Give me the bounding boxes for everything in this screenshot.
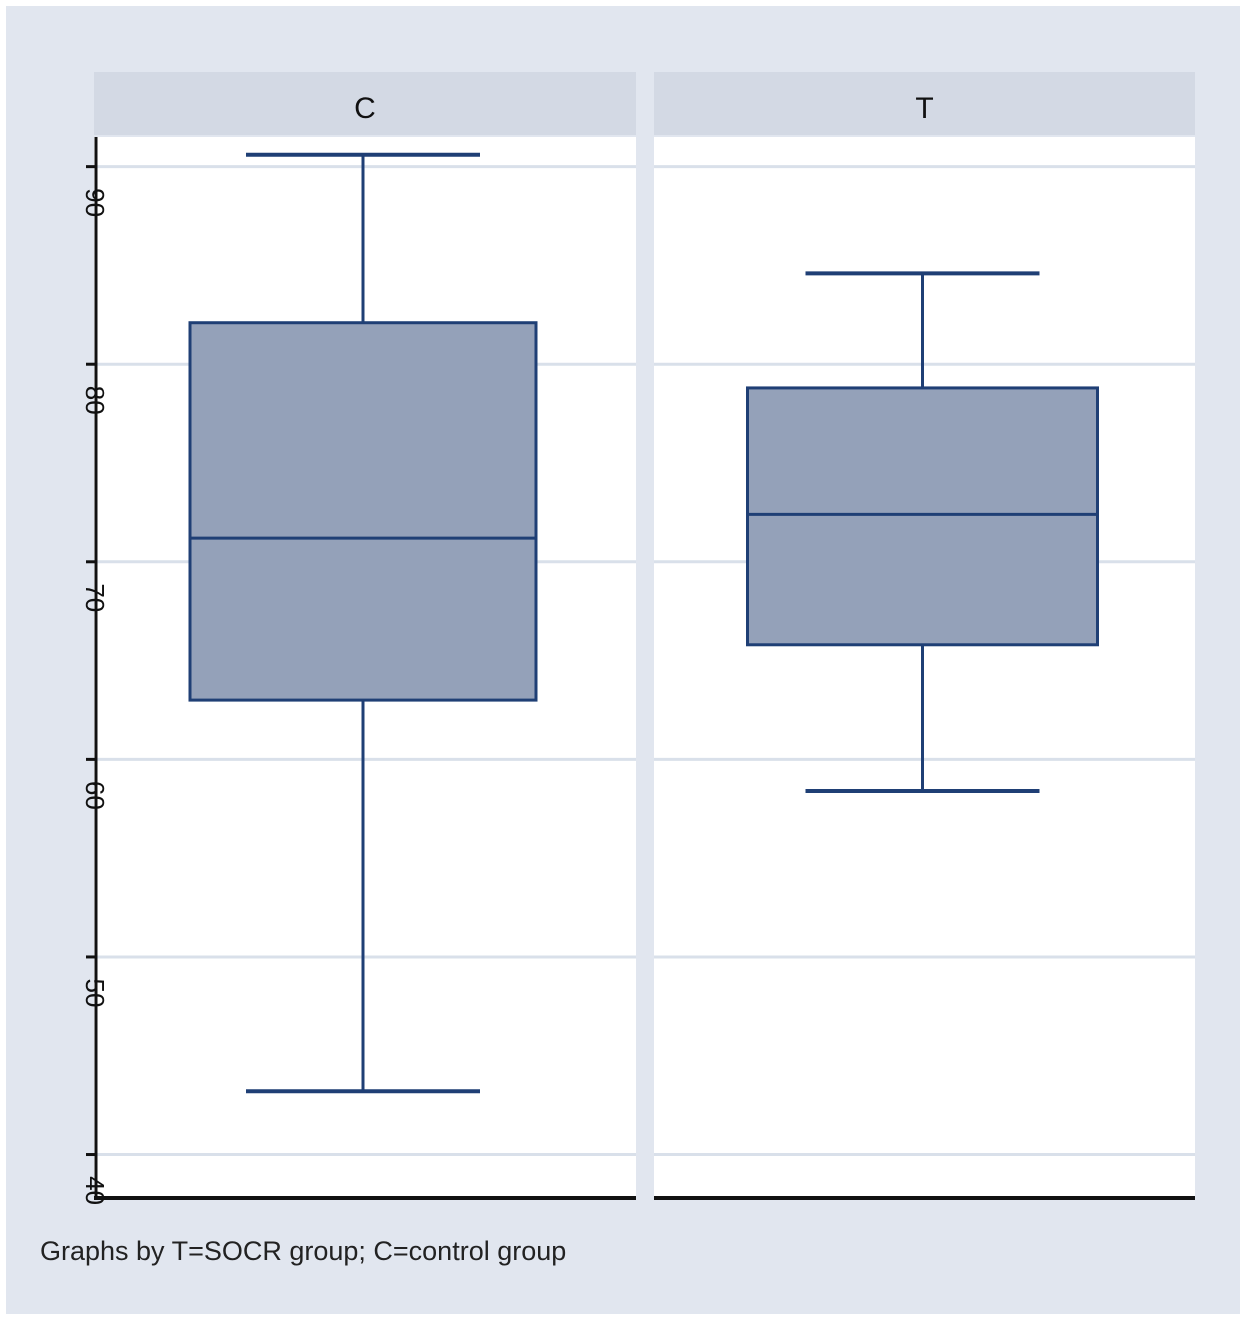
y-tick-label-60: 60: [80, 781, 110, 810]
panel-label-t: T: [915, 92, 933, 125]
panel-strip-c: [94, 72, 636, 135]
graphs-by-note: Graphs by T=SOCR group; C=control group: [40, 1236, 567, 1266]
y-tick-label-50: 50: [80, 978, 110, 1007]
y-tick-label-40: 40: [80, 1176, 110, 1205]
box-c: [188, 321, 538, 702]
box-t: [746, 386, 1099, 647]
panel-label-c: C: [354, 92, 376, 125]
y-tick-label-90: 90: [80, 188, 110, 217]
plot-area-t: [654, 137, 1195, 1198]
y-tick-label-70: 70: [80, 583, 110, 612]
y-tick-label-80: 80: [80, 386, 110, 415]
panel-strip-t: [654, 72, 1195, 135]
